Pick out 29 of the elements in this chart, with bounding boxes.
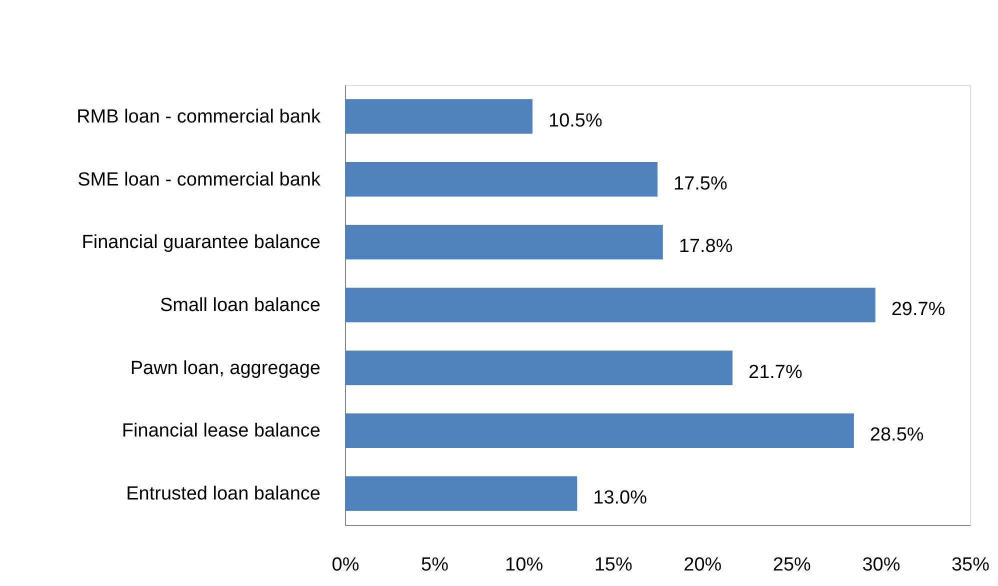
bar <box>345 162 658 197</box>
data-label: 28.5% <box>870 424 924 446</box>
x-tick-label: 15% <box>594 554 632 576</box>
x-tick-label: 25% <box>772 554 812 576</box>
x-tick-label: 30% <box>862 554 900 576</box>
y-tick-label: Financial lease balance <box>122 420 320 442</box>
data-label: 17.8% <box>678 236 733 258</box>
bar <box>345 350 732 386</box>
data-label: 29.7% <box>891 299 946 320</box>
data-label: 21.7% <box>748 362 802 383</box>
data-label: 13.0% <box>593 488 648 509</box>
y-tick-label: RMB loan - commercial bank <box>76 106 321 128</box>
y-tick-label: Small loan balance <box>160 295 320 316</box>
bar <box>345 476 578 511</box>
bar <box>345 413 854 448</box>
x-tick-label: 5% <box>421 554 449 576</box>
y-tick-label: Financial guarantee balance <box>82 232 320 254</box>
bar <box>345 224 663 260</box>
x-tick-label: 0% <box>332 554 360 576</box>
x-tick-label: 10% <box>505 554 544 576</box>
data-label: 17.5% <box>674 173 728 194</box>
y-tick-label: Entrusted loan balance <box>126 484 320 505</box>
bar <box>345 99 532 134</box>
x-tick-label: 35% <box>951 554 990 576</box>
y-tick-label: SME loan - commercial bank <box>78 169 321 190</box>
y-tick-label: Pawn loan, aggregage <box>130 358 320 379</box>
data-label: 10.5% <box>548 110 602 132</box>
bar <box>345 288 876 322</box>
x-tick-label: 20% <box>684 554 722 576</box>
